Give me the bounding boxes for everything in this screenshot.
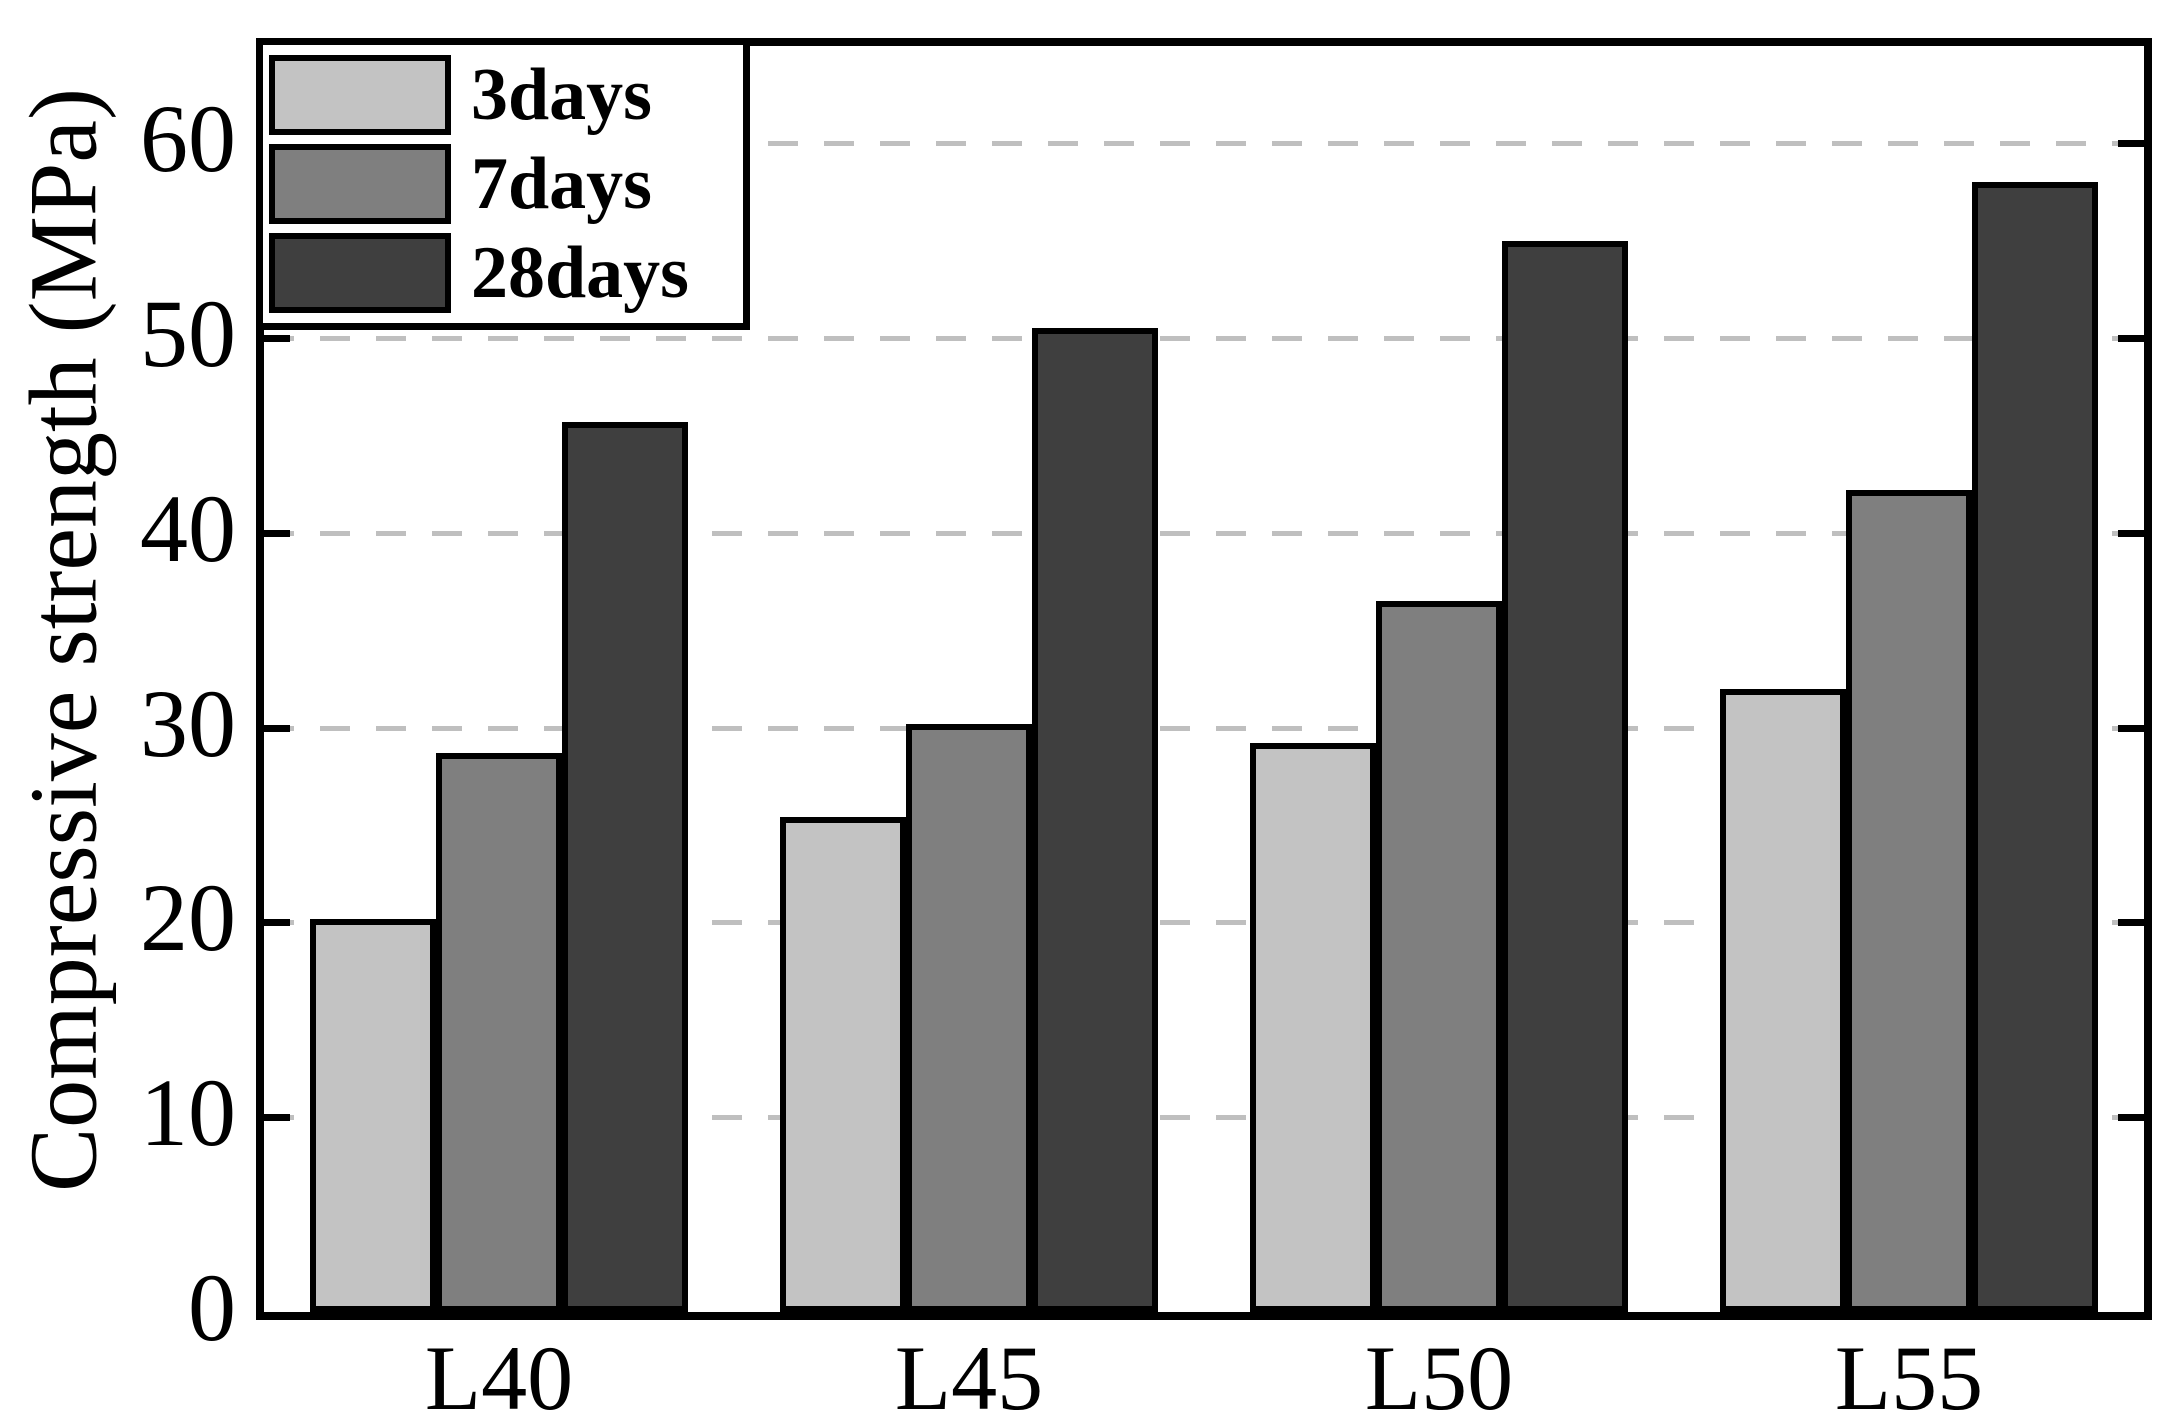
bar-7days-L55: [1846, 490, 1972, 1312]
legend-swatch-7days: [269, 144, 451, 224]
bar-28days-L45: [1032, 328, 1158, 1312]
legend-label-28days: 28days: [471, 231, 689, 314]
legend-swatch-3days: [269, 55, 451, 135]
legend: 3days 7days 28days: [256, 38, 750, 330]
legend-row-3days: 3days: [269, 53, 743, 137]
y-axis-tick-left-50: [264, 335, 290, 343]
y-axis-tick-left-20: [264, 919, 290, 927]
y-axis-tick-left-10: [264, 1114, 290, 1122]
x-tick-label-L45: L45: [894, 1327, 1044, 1419]
bar-28days-L55: [1972, 182, 2098, 1312]
y-tick-label-10: 10: [140, 1059, 236, 1167]
bar-7days-L50: [1376, 601, 1502, 1312]
gridline-60: [264, 141, 2144, 147]
y-axis-tick-right-20: [2118, 919, 2144, 927]
y-tick-label-0: 0: [188, 1254, 236, 1362]
gridline-10: [264, 1115, 2144, 1121]
x-tick-label-L55: L55: [1834, 1327, 1984, 1419]
y-axis-tick-right-60: [2118, 140, 2144, 148]
y-tick-label-40: 40: [140, 474, 236, 582]
gridline-50: [264, 336, 2144, 342]
gridline-30: [264, 725, 2144, 731]
bar-3days-L40: [310, 918, 436, 1312]
y-axis-tick-right-30: [2118, 724, 2144, 732]
legend-label-7days: 7days: [471, 142, 652, 225]
y-tick-label-30: 30: [140, 669, 236, 777]
y-axis-tick-right-10: [2118, 1114, 2144, 1122]
y-axis-tick-left-30: [264, 724, 290, 732]
legend-label-3days: 3days: [471, 53, 652, 136]
y-tick-label-50: 50: [140, 280, 236, 388]
y-axis-tick-left-40: [264, 529, 290, 537]
legend-row-28days: 28days: [269, 231, 743, 315]
gridline-20: [264, 920, 2144, 926]
bar-28days-L50: [1502, 240, 1628, 1312]
y-axis-tick-right-40: [2118, 529, 2144, 537]
bar-3days-L55: [1720, 688, 1846, 1312]
plot-area: 3days 7days 28days: [256, 38, 2152, 1320]
y-axis-label: Compressive strength (MPa): [9, 88, 117, 1192]
bar-7days-L45: [906, 723, 1032, 1312]
bar-7days-L40: [436, 753, 562, 1312]
gridline-40: [264, 530, 2144, 536]
bar-28days-L40: [562, 421, 688, 1312]
x-tick-label-L40: L40: [424, 1327, 574, 1419]
y-tick-label-20: 20: [140, 864, 236, 972]
legend-row-7days: 7days: [269, 142, 743, 226]
y-tick-label-60: 60: [140, 85, 236, 193]
bar-3days-L45: [780, 817, 906, 1312]
x-tick-label-L50: L50: [1364, 1327, 1514, 1419]
y-axis-tick-right-50: [2118, 335, 2144, 343]
bar-3days-L50: [1250, 743, 1376, 1312]
legend-swatch-28days: [269, 233, 451, 313]
